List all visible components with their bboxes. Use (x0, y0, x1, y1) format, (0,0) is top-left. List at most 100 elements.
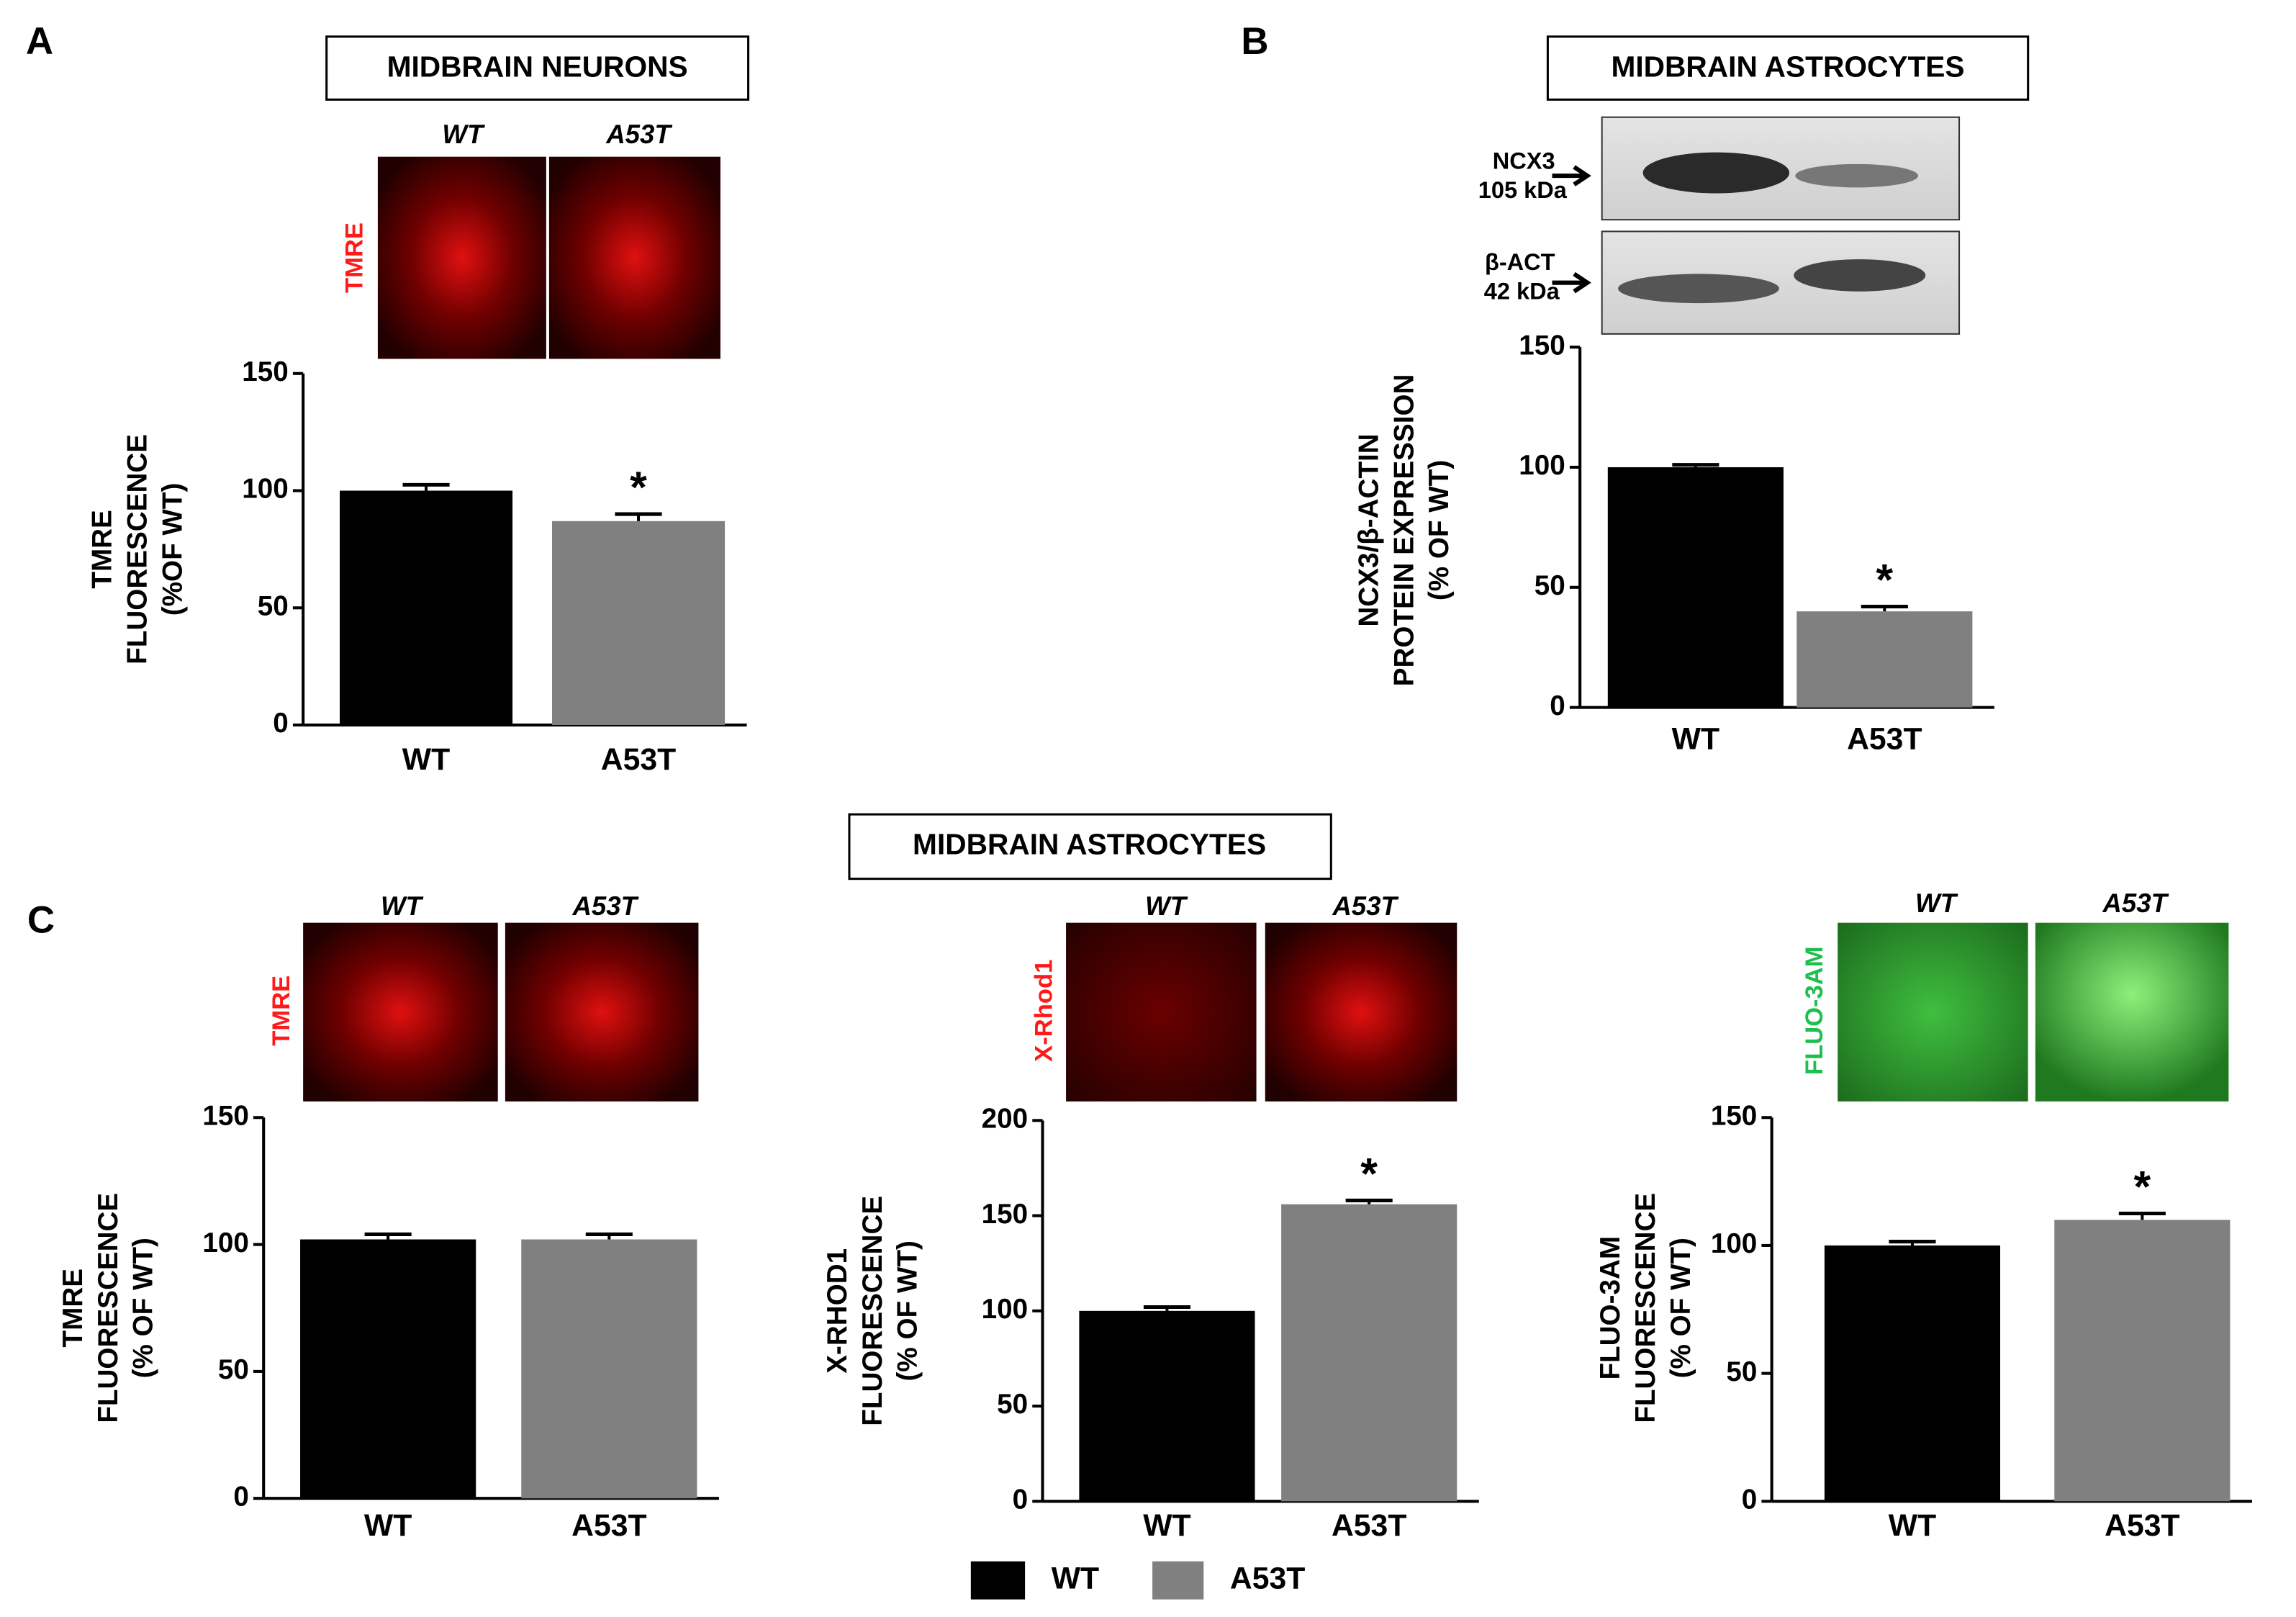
image-column: WT (1145, 891, 1188, 921)
bar (2054, 1220, 2231, 1502)
y-tick-label: 0 (1550, 690, 1565, 721)
image-column: A53T (2102, 888, 2169, 918)
x-tick-label: WT (364, 1508, 412, 1543)
error-bar (1889, 1240, 1936, 1246)
header-box (1546, 35, 2030, 101)
significance: * (1360, 1149, 1378, 1198)
y-axis-label: FLUORESCENCE (93, 1193, 124, 1423)
x-tick-label: A53T (571, 1508, 646, 1543)
bar (1079, 1310, 1255, 1502)
legend: WT A53T (970, 1561, 1305, 1600)
image-column: A53T (605, 120, 672, 149)
y-axis-label: TMRE (87, 510, 118, 588)
y-tick-label: 0 (1013, 1484, 1029, 1515)
panel-label: A (26, 20, 53, 63)
micrograph (548, 156, 720, 359)
micrograph (303, 922, 498, 1102)
image-column: WT (442, 120, 485, 149)
bar (521, 1239, 697, 1499)
error-bar (402, 482, 450, 491)
significance: * (630, 463, 647, 512)
bar (1281, 1204, 1457, 1502)
micrograph (1265, 922, 1457, 1102)
x-tick-label: A53T (601, 742, 676, 777)
legend-label: WT (1052, 1561, 1099, 1595)
y-axis-label: FLUORESCENCE (857, 1196, 888, 1426)
y-tick-label: 150 (982, 1199, 1028, 1230)
error-bar (364, 1232, 412, 1240)
image-column: A53T (571, 891, 638, 921)
y-tick-label: 50 (997, 1389, 1028, 1420)
significance: * (1876, 555, 1893, 604)
x-tick-label: WT (1672, 722, 1719, 757)
bar (340, 490, 513, 726)
micrograph (1066, 922, 1257, 1102)
x-tick-label: WT (402, 742, 450, 777)
band-name: β-ACT (1485, 249, 1555, 275)
y-axis-label: (%OF WT) (157, 483, 188, 616)
error-bar (585, 1232, 633, 1240)
y-axis-label: NCX3/β-ACTIN (1353, 433, 1384, 626)
header: MIDBRAIN ASTROCYTES (1611, 50, 1964, 83)
bar (1607, 467, 1784, 708)
micrograph (2035, 922, 2229, 1102)
y-tick-label: 150 (1711, 1100, 1757, 1131)
y-tick-label: 50 (1726, 1356, 1757, 1387)
bar (1796, 611, 1973, 708)
error-bar (1861, 604, 1908, 612)
error-bar (2118, 1211, 2166, 1220)
y-axis-label: X-RHOD1 (822, 1248, 853, 1374)
micrograph (1838, 922, 2028, 1102)
error-bar (615, 512, 662, 521)
y-tick-label: 50 (218, 1354, 249, 1385)
header: MIDBRAIN ASTROCYTES (913, 828, 1266, 861)
y-axis-label: (% OF WT) (892, 1240, 923, 1381)
significance: * (2133, 1162, 2151, 1211)
y-tick-label: 150 (1519, 330, 1565, 361)
blot-band (1618, 274, 1779, 304)
x-tick-label: WT (1143, 1508, 1190, 1543)
y-tick-label: 100 (1519, 450, 1565, 481)
legend-swatch (970, 1561, 1026, 1600)
error-bar (1345, 1198, 1393, 1204)
arrow (1552, 271, 1591, 294)
bar (551, 521, 726, 726)
panel-label: B (1241, 20, 1268, 63)
x-tick-label: A53T (2105, 1508, 2179, 1543)
y-tick-label: 100 (982, 1294, 1028, 1325)
y-tick-label: 0 (273, 708, 289, 739)
image-column: WT (381, 891, 424, 921)
y-axis-label: FLUORESCENCE (1630, 1193, 1661, 1423)
y-axis-label: TMRE (58, 1269, 89, 1347)
panel-label: C (27, 899, 55, 942)
y-axis-label: PROTEIN EXPRESSION (1388, 374, 1419, 687)
band-name: NCX3 (1493, 148, 1555, 174)
y-tick-label: 200 (982, 1104, 1028, 1135)
y-axis-label: FLUO-3AM (1595, 1236, 1626, 1380)
y-tick-label: 50 (258, 590, 289, 621)
y-tick-label: 150 (242, 356, 288, 387)
y-tick-label: 0 (233, 1481, 248, 1512)
y-tick-label: 100 (242, 474, 288, 505)
arrow (1552, 165, 1591, 186)
header: MIDBRAIN NEURONS (387, 50, 688, 83)
x-tick-label: WT (1889, 1508, 1936, 1543)
blot-band (1795, 163, 1919, 188)
y-axis-label: (% OF WT) (1665, 1238, 1696, 1378)
y-tick-label: 100 (1711, 1228, 1757, 1259)
error-bar (1672, 463, 1719, 467)
y-tick-label: 50 (1535, 570, 1565, 601)
stain-label: TMRE (341, 222, 369, 293)
band-size: 42 kDa (1484, 278, 1560, 304)
header-box (325, 35, 750, 101)
legend-swatch (1152, 1561, 1204, 1600)
bar (1824, 1245, 2001, 1502)
bar (300, 1239, 476, 1499)
x-tick-label: A53T (1332, 1508, 1406, 1543)
y-tick-label: 150 (202, 1100, 248, 1131)
y-axis-label: (% OF WT) (1424, 460, 1455, 600)
blot-band (1794, 259, 1926, 292)
error-bar (1143, 1305, 1190, 1311)
image-column: A53T (1332, 891, 1398, 921)
